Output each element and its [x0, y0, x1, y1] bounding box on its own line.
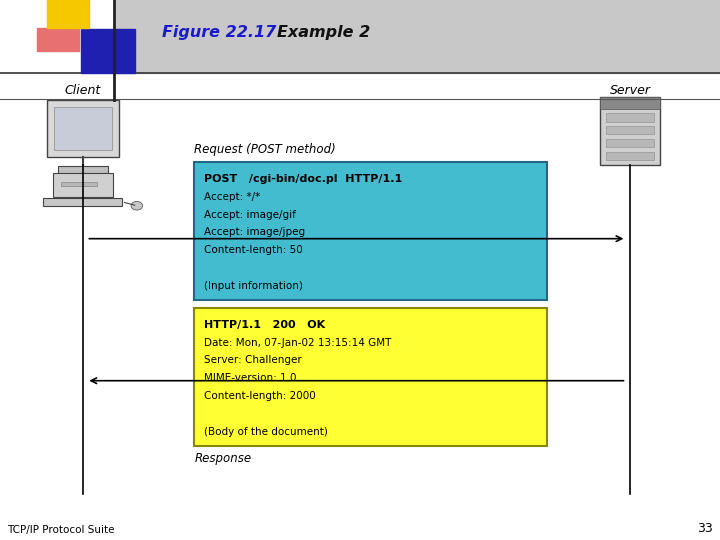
Bar [47, 100, 119, 157]
Bar [54, 107, 112, 150]
Text: Client: Client [65, 84, 101, 97]
Bar [47, 0, 89, 28]
Bar [194, 162, 547, 300]
Bar [194, 308, 547, 445]
Bar [600, 97, 660, 109]
Bar [606, 152, 654, 160]
Text: MIME-version: 1.0: MIME-version: 1.0 [204, 373, 296, 383]
Text: Response: Response [194, 452, 251, 465]
Text: Accept: image/jpeg: Accept: image/jpeg [204, 227, 305, 238]
Bar [606, 113, 654, 122]
Text: HTTP/1.1   200   OK: HTTP/1.1 200 OK [204, 320, 325, 330]
Bar [43, 198, 122, 206]
Bar [37, 28, 79, 51]
Circle shape [131, 201, 143, 210]
Text: Date: Mon, 07-Jan-02 13:15:14 GMT: Date: Mon, 07-Jan-02 13:15:14 GMT [204, 338, 391, 348]
Text: Accept: */*: Accept: */* [204, 192, 260, 202]
Text: (Body of the document): (Body of the document) [204, 427, 328, 437]
Text: TCP/IP Protocol Suite: TCP/IP Protocol Suite [7, 524, 114, 535]
Text: 33: 33 [697, 522, 713, 535]
Bar [606, 139, 654, 147]
Text: Figure 22.17: Figure 22.17 [162, 25, 276, 40]
Text: Content-length: 2000: Content-length: 2000 [204, 391, 315, 401]
Text: Server: Challenger: Server: Challenger [204, 355, 302, 366]
Text: Accept: image/gif: Accept: image/gif [204, 210, 296, 220]
Bar [600, 97, 660, 165]
Text: (Input information): (Input information) [204, 281, 302, 291]
Bar [58, 166, 108, 173]
Text: Content-length: 50: Content-length: 50 [204, 245, 302, 255]
Bar [114, 0, 720, 73]
Bar [53, 173, 113, 197]
Text: Example 2: Example 2 [277, 25, 371, 40]
Bar [81, 29, 135, 73]
Bar [606, 126, 654, 134]
Text: Request (POST method): Request (POST method) [194, 143, 336, 156]
Bar [61, 182, 97, 186]
Text: Server: Server [610, 84, 650, 97]
Text: POST   /cgi-bin/doc.pl  HTTP/1.1: POST /cgi-bin/doc.pl HTTP/1.1 [204, 174, 402, 184]
